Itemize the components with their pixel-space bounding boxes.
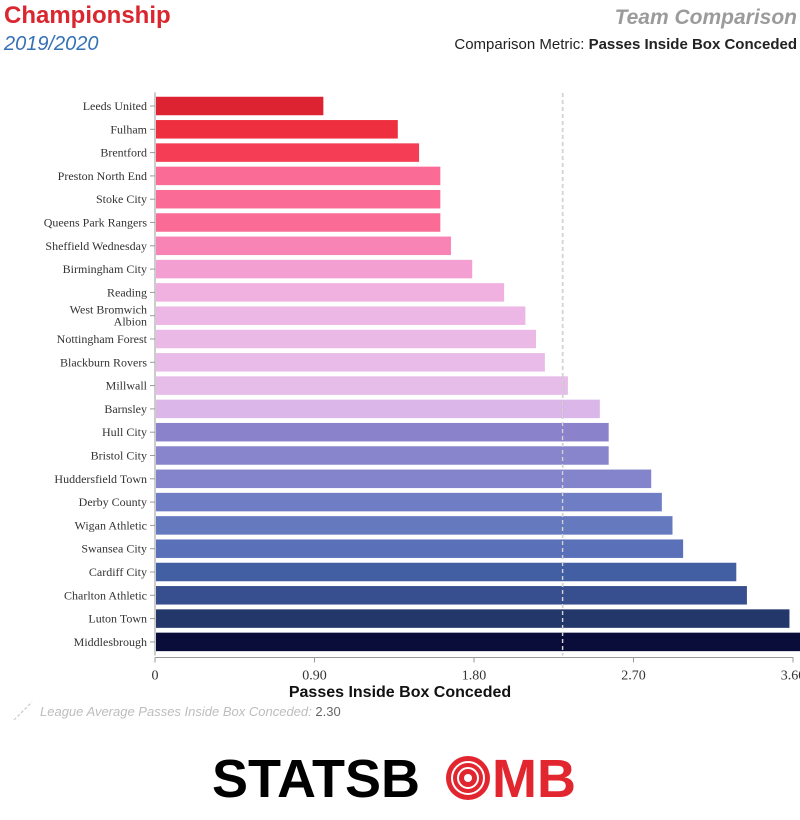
bar: [156, 399, 600, 419]
bar: [156, 609, 790, 628]
avg-label: League Average Passes Inside Box Concede…: [40, 704, 312, 719]
category-label: Swansea City: [81, 542, 147, 556]
bar: [156, 143, 420, 162]
bar: [156, 632, 800, 652]
bar: [156, 236, 451, 256]
category-label: Luton Town: [88, 612, 147, 626]
dashed-line-icon: [13, 701, 33, 721]
category-label: Huddersfield Town: [54, 472, 147, 486]
avg-value: 2.30: [315, 704, 341, 719]
x-tick-label: 3.60: [781, 669, 800, 680]
category-label: Cardiff City: [89, 565, 147, 579]
bar: [156, 516, 673, 535]
category-label: Blackburn Rovers: [60, 355, 147, 369]
x-tick-label: 2.70: [621, 669, 646, 680]
bar: [156, 259, 473, 279]
x-tick-label: 0: [152, 669, 159, 680]
report-title: Team Comparison: [614, 6, 797, 29]
bar: [156, 120, 398, 139]
category-label: Bristol City: [91, 449, 147, 463]
bar: [156, 353, 545, 372]
category-label: Leeds United: [83, 99, 147, 113]
category-label: Sheffield Wednesday: [45, 239, 147, 253]
league-title: Championship: [4, 2, 171, 29]
bar: [156, 96, 324, 116]
season-label: 2019/2020: [4, 33, 99, 55]
category-label: Reading: [107, 285, 147, 299]
category-label: Derby County: [79, 495, 147, 509]
bar: [156, 213, 441, 232]
bar: [156, 422, 609, 442]
metric-label: Comparison Metric:: [454, 36, 585, 53]
category-label: Wigan Athletic: [75, 518, 148, 532]
x-tick-label: 0.90: [302, 669, 327, 680]
bar: [156, 446, 609, 465]
x-tick-label: 1.80: [462, 669, 487, 680]
comparison-metric: Comparison Metric: Passes Inside Box Con…: [454, 36, 797, 53]
category-label: Stoke City: [96, 192, 147, 206]
bar: [156, 376, 568, 395]
category-label: Barnsley: [104, 402, 147, 416]
bar: [156, 189, 441, 209]
statsbomb-logo: STATSB MB: [212, 750, 576, 809]
bar: [156, 329, 537, 349]
logo-text-left: STATSB: [212, 750, 420, 809]
category-label: Middlesbrough: [74, 635, 147, 649]
category-label: Birmingham City: [63, 262, 147, 276]
bar: [156, 539, 684, 558]
logo-text-right: MB: [492, 750, 576, 809]
bar: [156, 283, 505, 302]
metric-value: Passes Inside Box Conceded: [588, 36, 797, 53]
category-label: Preston North End: [58, 169, 147, 183]
bar: [156, 469, 652, 489]
category-label: Brentford: [100, 146, 147, 160]
category-label: Queens Park Rangers: [44, 216, 148, 230]
bomb-target-icon: [446, 756, 490, 800]
bar-chart: Leeds United Fulham Brentford Preston North…: [44, 92, 800, 680]
category-label: Hull City: [102, 425, 147, 439]
category-label: Charlton Athletic: [64, 588, 147, 602]
category-label: Millwall: [106, 379, 148, 393]
bar: [156, 306, 526, 325]
x-axis-title: Passes Inside Box Conceded: [288, 684, 512, 701]
bar: [156, 492, 662, 512]
category-label: Fulham: [110, 122, 147, 136]
category-label: Nottingham Forest: [57, 332, 148, 346]
bar: [156, 166, 441, 186]
bar: [156, 586, 747, 605]
category-label: West Bromwich Albion: [70, 303, 147, 329]
bar: [156, 562, 737, 582]
